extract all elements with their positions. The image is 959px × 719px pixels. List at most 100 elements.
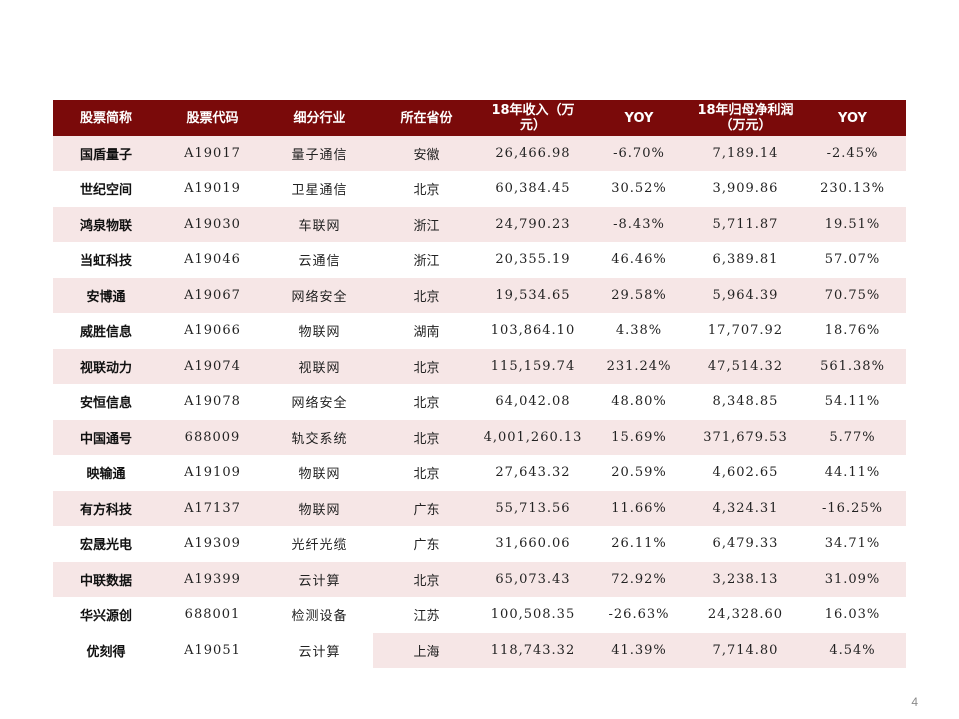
table-body: 国盾量子 A19017 量子通信 安徽 26,466.98 -6.70% 7,189.14-… (53, 136, 906, 669)
table-row: 宏晟光电 A19309 光纤光缆 广东 31,660.06 26.11% 6,479.33 3… (53, 526, 906, 562)
cell-province: 北京 (373, 348, 480, 385)
cell-province: 北京 (373, 277, 480, 314)
cell-stock-name: 中国通号 (53, 419, 159, 456)
cell-net-profit: 3,909.86 (692, 171, 799, 207)
table-row: 映输通 A19109 物联网 北京 27,643.32 20.59% 4,602.65 44.… (53, 455, 906, 491)
cell-net-profit: 5,711.87 (692, 206, 799, 243)
cell-profit-yoy: 19.51% (799, 206, 906, 243)
cell-revenue-yoy: 231.24% (586, 348, 692, 385)
cell-revenue: 20,355.19 (480, 242, 586, 278)
cell-profit-yoy: 54.11% (799, 384, 906, 420)
cell-net-profit: 5,964.39 (692, 277, 799, 314)
table-row: 中国通号 688009 轨交系统 北京 4,001,260.13 15.69% 371,67… (53, 419, 906, 456)
cell-industry: 轨交系统 (266, 419, 373, 456)
cell-stock-name: 鸿泉物联 (53, 206, 159, 243)
ipo-company-table-container: 股票简称 股票代码 细分行业 所在省份 18年收入（万元） YOY 18年归母净… (53, 100, 906, 669)
cell-revenue: 103,864.10 (480, 313, 586, 349)
header-revenue-yoy: YOY (586, 100, 692, 136)
cell-net-profit: 7,714.80 (692, 632, 799, 669)
cell-revenue-yoy: 41.39% (586, 632, 692, 669)
cell-profit-yoy: 44.11% (799, 455, 906, 491)
cell-net-profit: 3,238.13 (692, 561, 799, 598)
cell-stock-name: 华兴源创 (53, 597, 159, 633)
cell-net-profit: 17,707.92 (692, 313, 799, 349)
cell-stock-name: 中联数据 (53, 561, 159, 598)
table-header-row: 股票简称 股票代码 细分行业 所在省份 18年收入（万元） YOY 18年归母净… (53, 100, 906, 136)
header-industry: 细分行业 (266, 100, 373, 136)
header-net-profit: 18年归母净利润（万元） (692, 100, 799, 136)
cell-industry: 物联网 (266, 490, 373, 527)
cell-net-profit: 371,679.53 (692, 419, 799, 456)
cell-industry: 量子通信 (266, 136, 373, 172)
cell-revenue: 115,159.74 (480, 348, 586, 385)
cell-net-profit: 4,602.65 (692, 455, 799, 491)
cell-profit-yoy: 561.38% (799, 348, 906, 385)
cell-net-profit: 6,479.33 (692, 526, 799, 562)
cell-stock-name: 映输通 (53, 455, 159, 491)
cell-stock-code: A19030 (159, 206, 266, 243)
cell-stock-name: 世纪空间 (53, 171, 159, 207)
cell-province: 北京 (373, 561, 480, 598)
cell-industry: 云计算 (266, 561, 373, 598)
cell-province: 北京 (373, 384, 480, 420)
cell-province: 湖南 (373, 313, 480, 349)
cell-industry: 物联网 (266, 313, 373, 349)
cell-province: 安徽 (373, 136, 480, 172)
cell-profit-yoy: 34.71% (799, 526, 906, 562)
table-row: 安恒信息 A19078 网络安全 北京 64,042.08 48.80% 8,348.85 5… (53, 384, 906, 420)
cell-revenue-yoy: 48.80% (586, 384, 692, 420)
cell-stock-name: 国盾量子 (53, 136, 159, 172)
header-stock-name: 股票简称 (53, 100, 159, 136)
cell-profit-yoy: 4.54% (799, 632, 906, 669)
cell-revenue-yoy: 46.46% (586, 242, 692, 278)
cell-profit-yoy: 5.77% (799, 419, 906, 456)
cell-profit-yoy: -16.25% (799, 490, 906, 527)
cell-revenue-yoy: 11.66% (586, 490, 692, 527)
cell-net-profit: 7,189.14 (692, 136, 799, 172)
cell-province: 广东 (373, 526, 480, 562)
cell-revenue-yoy: 20.59% (586, 455, 692, 491)
table-row: 中联数据 A19399 云计算 北京 65,073.43 72.92% 3,238.13 31… (53, 561, 906, 598)
cell-stock-name: 有方科技 (53, 490, 159, 527)
cell-stock-name: 宏晟光电 (53, 526, 159, 562)
cell-revenue-yoy: -8.43% (586, 206, 692, 243)
cell-stock-name: 当虹科技 (53, 242, 159, 278)
cell-revenue: 24,790.23 (480, 206, 586, 243)
table-row: 有方科技 A17137 物联网 广东 55,713.56 11.66% 4,324.31 -1… (53, 490, 906, 527)
cell-net-profit: 47,514.32 (692, 348, 799, 385)
cell-stock-code: A19078 (159, 384, 266, 420)
cell-industry: 网络安全 (266, 277, 373, 314)
cell-industry: 云通信 (266, 242, 373, 278)
cell-profit-yoy: -2.45% (799, 136, 906, 172)
cell-province: 北京 (373, 419, 480, 456)
cell-revenue-yoy: 15.69% (586, 419, 692, 456)
cell-stock-code: 688001 (159, 597, 266, 633)
cell-province: 上海 (373, 632, 480, 669)
cell-stock-code: A19019 (159, 171, 266, 207)
cell-stock-code: A19109 (159, 455, 266, 491)
cell-stock-code: A19309 (159, 526, 266, 562)
cell-revenue: 27,643.32 (480, 455, 586, 491)
cell-revenue-yoy: -6.70% (586, 136, 692, 172)
cell-revenue: 60,384.45 (480, 171, 586, 207)
cell-stock-code: A19074 (159, 348, 266, 385)
cell-stock-code: A19067 (159, 277, 266, 314)
cell-stock-name: 安博通 (53, 277, 159, 314)
cell-stock-name: 安恒信息 (53, 384, 159, 420)
table-row: 优刻得 A19051 云计算 上海 118,743.32 41.39% 7,714.80 4.… (53, 632, 906, 669)
header-province: 所在省份 (373, 100, 480, 136)
cell-province: 北京 (373, 171, 480, 207)
cell-revenue: 55,713.56 (480, 490, 586, 527)
cell-stock-code: A19051 (159, 632, 266, 669)
cell-profit-yoy: 57.07% (799, 242, 906, 278)
cell-industry: 物联网 (266, 455, 373, 491)
cell-revenue: 26,466.98 (480, 136, 586, 172)
header-stock-code: 股票代码 (159, 100, 266, 136)
cell-province: 广东 (373, 490, 480, 527)
cell-net-profit: 24,328.60 (692, 597, 799, 633)
cell-stock-code: A19399 (159, 561, 266, 598)
cell-industry: 视联网 (266, 348, 373, 385)
cell-province: 北京 (373, 455, 480, 491)
cell-province: 浙江 (373, 206, 480, 243)
header-revenue: 18年收入（万元） (480, 100, 586, 136)
